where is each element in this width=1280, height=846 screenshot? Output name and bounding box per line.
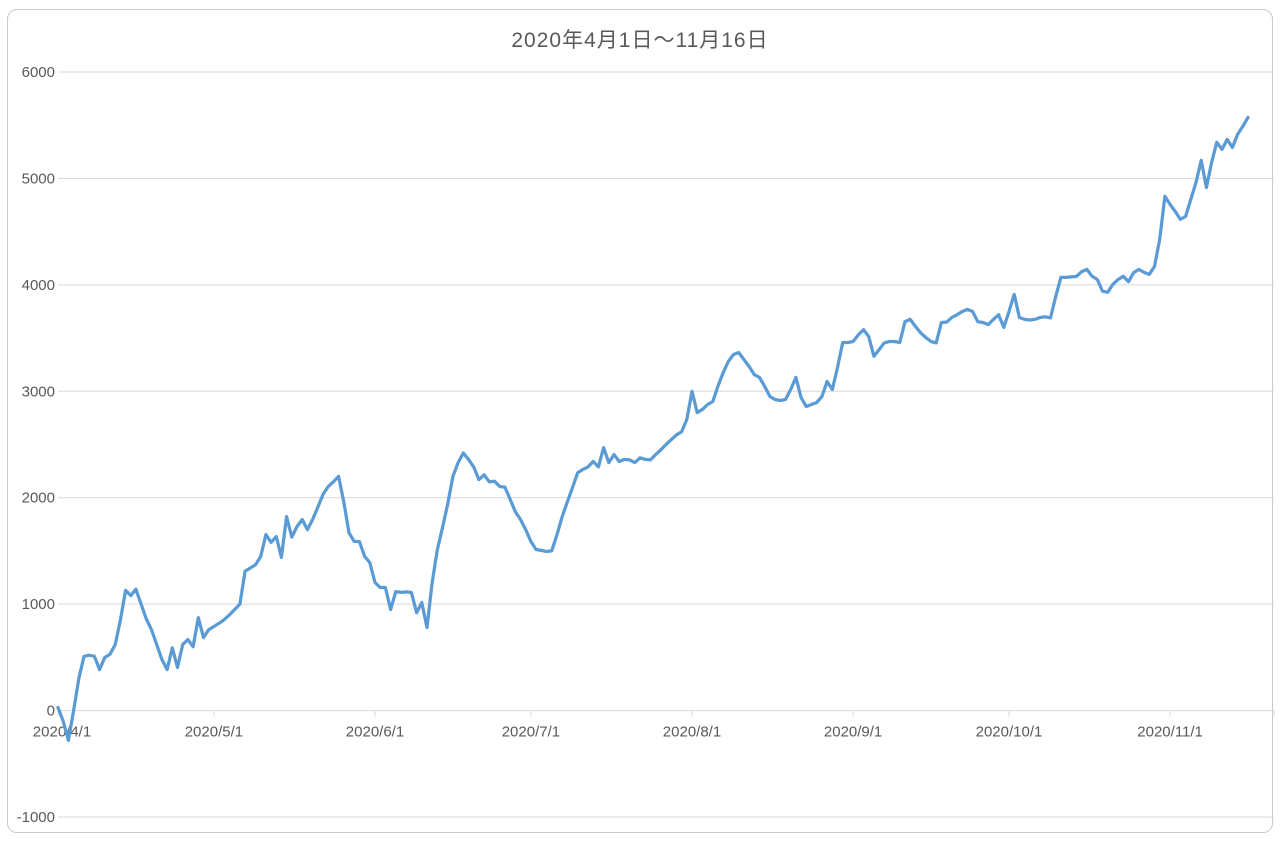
x-tick-label: 2020/9/1	[824, 724, 882, 741]
chart-title: 2020年4月1日～11月16日	[511, 29, 769, 52]
x-tick-label: 2020/6/1	[346, 724, 404, 741]
y-tick-label: 3000	[22, 383, 55, 400]
y-tick-label: 0	[47, 703, 55, 720]
x-tick-label: 2020/10/1	[976, 724, 1043, 741]
x-tick-label: 2020/7/1	[502, 724, 560, 741]
y-tick-label: 5000	[22, 170, 55, 187]
x-tick-label: 2020/5/1	[185, 724, 243, 741]
y-tick-label: -1000	[17, 809, 55, 826]
x-tick-label: 2020/8/1	[663, 724, 721, 741]
data-series-line	[56, 115, 1250, 743]
x-tick-label: 2020/4/1	[33, 724, 91, 741]
y-tick-label: 4000	[22, 277, 55, 294]
x-tick-label: 2020/11/1	[1137, 724, 1203, 741]
y-tick-label: 2000	[22, 490, 55, 507]
y-tick-label: 6000	[22, 64, 55, 81]
y-tick-label: 1000	[22, 596, 55, 613]
chart-frame	[7, 9, 1273, 833]
